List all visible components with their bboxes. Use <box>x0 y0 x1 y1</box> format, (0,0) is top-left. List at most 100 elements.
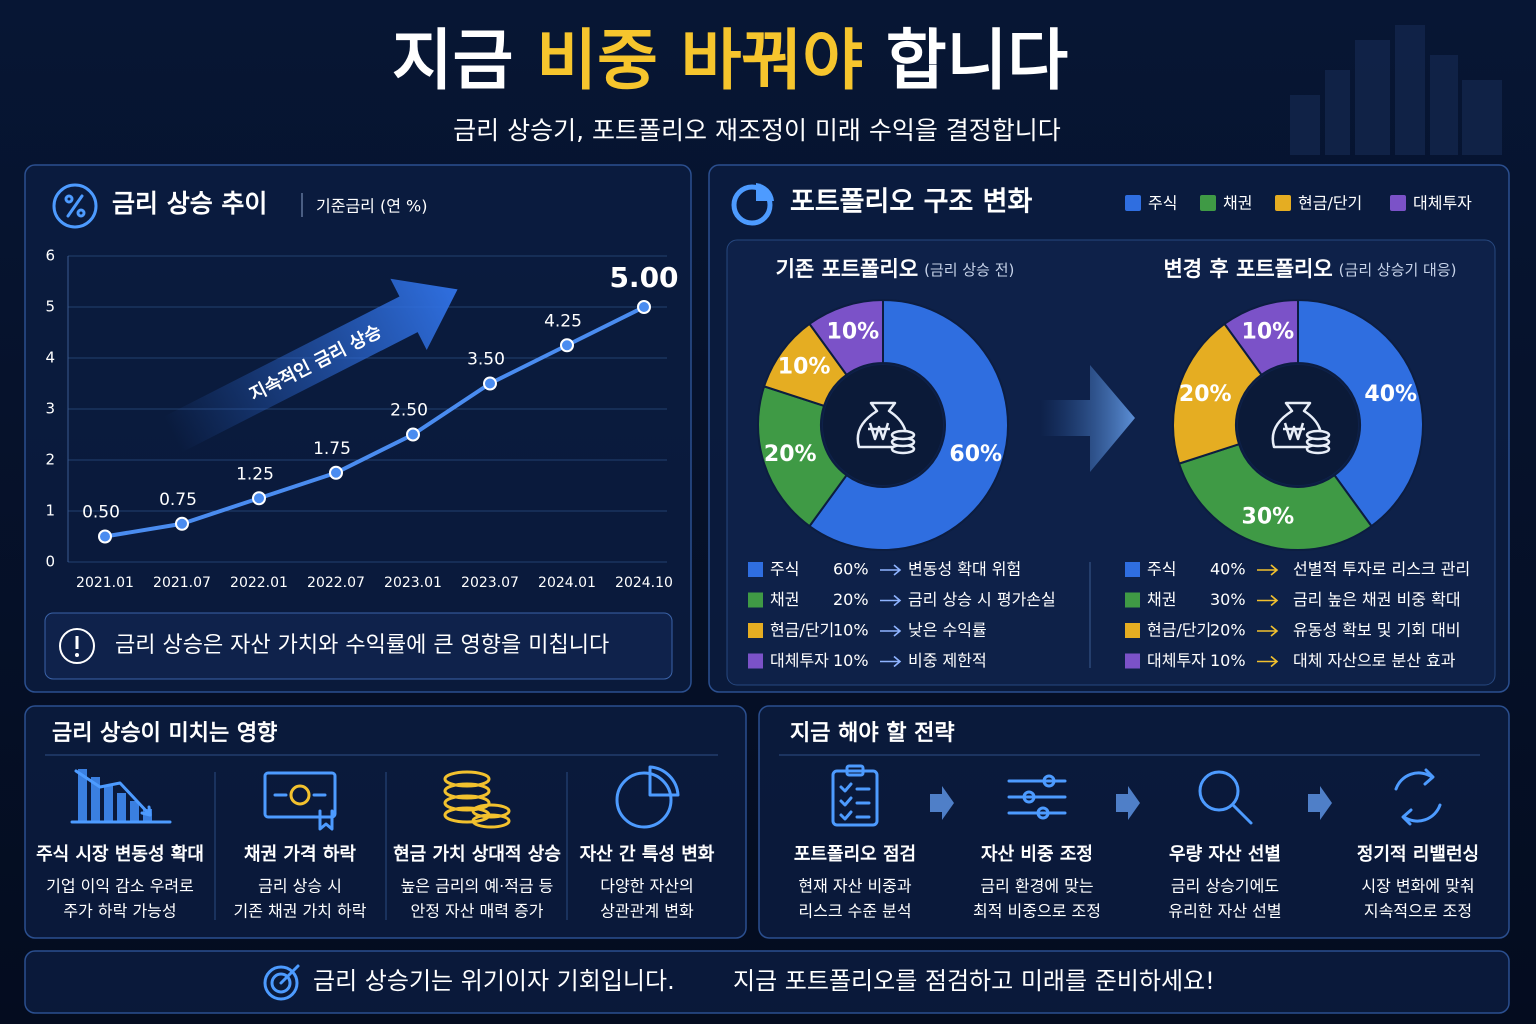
slider-knob <box>1022 790 1036 804</box>
top-legend-label: 채권 <box>1223 194 1252 213</box>
percent-icon <box>52 183 98 229</box>
pie-slice <box>757 385 848 528</box>
item-line: 지속적으로 조정 <box>1364 902 1472 921</box>
rate-point <box>252 491 266 506</box>
coin-stack <box>443 782 491 800</box>
x-tick-label: 2024.10 <box>615 575 673 591</box>
note-icon-dot <box>75 653 79 657</box>
note-box <box>44 612 673 680</box>
y-tick-label: 5 <box>45 298 55 316</box>
legend-arrow <box>1257 625 1279 637</box>
subtitle: 금리 상승기, 포트폴리오 재조정이 미래 수익을 결정합니다 <box>453 116 1061 145</box>
bar-icon <box>117 793 126 821</box>
rate-point <box>560 338 574 353</box>
item-line: 주가 하락 가능성 <box>63 902 176 921</box>
legend-category: 대체투자 <box>770 651 829 670</box>
bar-icon <box>78 769 87 821</box>
legend-percent: 20% <box>1210 621 1246 640</box>
pie-label: 10% <box>1242 319 1295 344</box>
pie-title-main: 기존 포트폴리오 <box>776 257 919 281</box>
rate-point <box>637 300 651 314</box>
coin-stack <box>443 770 491 788</box>
legend-swatch <box>748 623 763 638</box>
bag-won <box>868 422 890 441</box>
pie-title-sub: (금리 상승기 대응) <box>1339 261 1457 279</box>
item-line: 리스크 수준 분석 <box>798 902 911 921</box>
rate-point <box>406 427 420 442</box>
strategy-panel <box>758 705 1510 939</box>
item-line: 금리 환경에 맞는 <box>980 877 1093 896</box>
item-line: 현재 자산 비중과 <box>798 877 911 896</box>
clip <box>845 764 865 777</box>
strategy-icon <box>1007 774 1067 820</box>
item-line: 금리 상승기에도 <box>1171 877 1279 896</box>
x-tick-label: 2021.07 <box>153 575 211 591</box>
pie-title: 기존 포트폴리오 (금리 상승 전) <box>776 257 1015 281</box>
strategy-title: 지금 해야 할 전략 <box>790 721 955 746</box>
strategy-icon <box>1198 770 1253 825</box>
pie-title-main: 변경 후 포트폴리오 <box>1163 257 1332 281</box>
legend-percent: 40% <box>1210 560 1246 579</box>
legend-note: 금리 높은 채권 비중 확대 <box>1293 590 1461 609</box>
x-tick-label: 2023.07 <box>461 575 519 591</box>
item-title: 주식 시장 변동성 확대 <box>36 844 204 865</box>
legend-percent: 30% <box>1210 590 1246 609</box>
legend-percent: 10% <box>1210 651 1246 670</box>
pie-slice <box>1172 322 1263 465</box>
rate-note: 금리 상승은 자산 가치와 수익률에 큰 영향을 미칩니다 <box>115 633 609 658</box>
item-title: 자산 간 특성 변화 <box>580 844 715 865</box>
rate-label: 1.25 <box>236 464 274 484</box>
cert-ribbon <box>318 809 334 831</box>
title-highlight: 비중 바꿔야 <box>536 22 863 99</box>
pie-slice <box>1177 442 1373 551</box>
legend-category: 채권 <box>770 590 799 609</box>
pie-label: 10% <box>778 355 831 380</box>
legend-arrow <box>880 594 902 607</box>
slider-knob <box>1042 774 1056 788</box>
item-line: 상관관계 변화 <box>600 902 694 921</box>
percent-glyph <box>64 194 86 218</box>
legend-category: 대체투자 <box>1147 651 1206 670</box>
item-title: 채권 가격 하락 <box>244 844 356 865</box>
rate-point <box>329 465 343 480</box>
legend-note: 금리 상승 시 평가손실 <box>908 590 1056 609</box>
impact-title: 금리 상승이 미치는 영향 <box>52 721 277 746</box>
step-chevron <box>1308 786 1332 820</box>
item-line: 기존 채권 가치 하락 <box>233 902 366 921</box>
item-line: 시장 변화에 맞춰 <box>1361 877 1474 896</box>
bar-icon <box>104 785 113 821</box>
legend-percent: 10% <box>833 651 869 670</box>
pie-title-sub: (금리 상승 전) <box>924 261 1014 279</box>
legend-note: 대체 자산으로 분산 효과 <box>1293 651 1456 670</box>
top-legend-swatch <box>1275 195 1291 211</box>
legend-swatch <box>1125 653 1140 669</box>
pie-label: 10% <box>827 319 880 344</box>
clipboard <box>831 769 879 827</box>
bag-won <box>1283 422 1305 441</box>
item-title: 정기적 리밸런싱 <box>1357 844 1479 865</box>
y-tick-label: 4 <box>45 349 55 367</box>
portfolio-title: 포트폴리오 구조 변화 <box>790 187 1033 218</box>
rate-label: 0.50 <box>82 503 120 523</box>
pie-hole <box>1238 365 1358 485</box>
legend-category: 현금/단기 <box>1147 621 1211 640</box>
rate-subtitle: 기준금리 (연 %) <box>316 197 427 216</box>
rate-label-latest: 5.00 <box>609 261 678 294</box>
title-start: 지금 <box>392 22 513 99</box>
legend-category: 채권 <box>1147 590 1176 609</box>
pie-slice <box>808 298 1009 551</box>
bar-icon <box>91 777 100 821</box>
rate-point <box>175 516 189 531</box>
legend-swatch <box>748 592 763 608</box>
pie-label: 60% <box>949 442 1002 467</box>
lens <box>1198 770 1240 812</box>
handle <box>1231 803 1253 825</box>
transition-arrow <box>1040 365 1135 472</box>
legend-percent: 20% <box>833 590 869 609</box>
rate-title: 금리 상승 추이 <box>112 189 267 218</box>
check <box>839 782 871 793</box>
trend-arrow-shape <box>163 278 458 453</box>
impact-icon <box>263 771 337 831</box>
legend-arrow <box>880 564 902 576</box>
